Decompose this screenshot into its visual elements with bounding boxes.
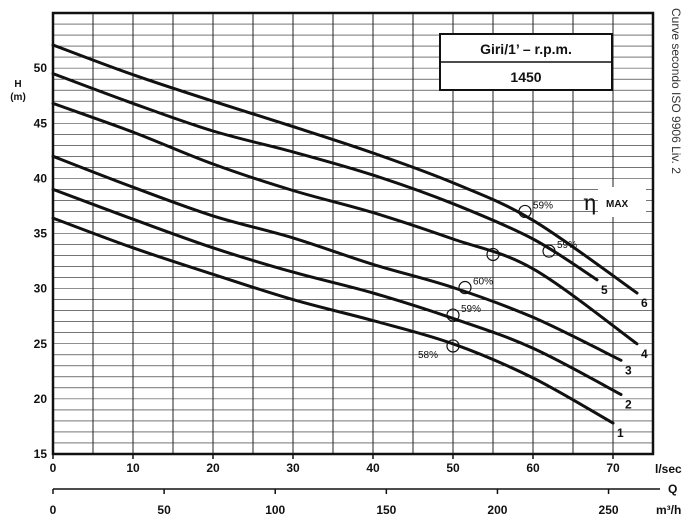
- y-tick-45: 45: [34, 116, 48, 130]
- y-tick-25: 25: [34, 337, 48, 351]
- curve-6: [51, 43, 639, 295]
- pump-curves: 1 2 34 5 6: [51, 43, 648, 440]
- x2-tick-0: 0: [50, 503, 57, 517]
- x-tick-labels-lsec: 0 10 20 30 40 50 60 70: [50, 454, 620, 475]
- x-unit-m3h: m³/h: [656, 503, 681, 517]
- efficiency-circle-1: [446, 308, 460, 322]
- x2-tick-250: 250: [599, 503, 619, 517]
- x-tick-labels-m3h: 0 50 100 150 200 250: [50, 489, 619, 517]
- curve-1: [51, 216, 615, 425]
- efficiency-circle-0: [446, 339, 460, 353]
- eta-symbol: η: [583, 191, 596, 216]
- y-axis-letter: H: [14, 79, 21, 90]
- plot-frame: [51, 11, 655, 456]
- x-tick-50: 50: [446, 461, 460, 475]
- x-unit-lsec: l/sec: [655, 462, 682, 476]
- efficiency-circle-2: [458, 280, 472, 295]
- eta-max-label: η MAX: [583, 187, 646, 217]
- efficiency-label-2: 60%: [473, 277, 493, 288]
- y-tick-35: 35: [34, 227, 48, 241]
- q-axis-letter: Q: [668, 482, 677, 496]
- x-tick-40: 40: [366, 461, 380, 475]
- curve-3: [51, 154, 623, 362]
- x-tick-0: 0: [50, 461, 57, 475]
- curve-label-3: 3: [625, 363, 632, 377]
- curve-label-2: 2: [625, 397, 632, 411]
- efficiency-markers: 58% 59% 60% 59% 59%: [418, 200, 577, 361]
- efficiency-label-1: 59%: [461, 304, 481, 315]
- curve-label-4: 4: [641, 347, 648, 361]
- x-tick-30: 30: [286, 461, 300, 475]
- y-tick-15: 15: [34, 447, 48, 461]
- rpm-box-value: 1450: [510, 69, 541, 85]
- curve-label-1: 1: [617, 426, 624, 440]
- curve-label-6: 6: [641, 296, 648, 310]
- x-tick-70: 70: [606, 461, 620, 475]
- eta-max-text: MAX: [606, 199, 629, 210]
- y-tick-labels: 15 20 25 30 35 40 45 50: [34, 61, 48, 461]
- efficiency-label-0: 58%: [418, 350, 438, 361]
- x-tick-10: 10: [126, 461, 140, 475]
- y-tick-30: 30: [34, 282, 48, 296]
- x-tick-60: 60: [526, 461, 540, 475]
- x2-tick-100: 100: [265, 503, 285, 517]
- efficiency-circle-3: [486, 247, 500, 262]
- curve-label-5: 5: [601, 283, 608, 297]
- x-tick-20: 20: [206, 461, 220, 475]
- efficiency-label-5: 59%: [557, 240, 577, 251]
- curve-4: [51, 101, 639, 346]
- side-note: Curve secondo ISO 9906 Liv. 2: [669, 8, 683, 174]
- rpm-box-title: Giri/1’ – r.p.m.: [480, 41, 572, 57]
- rpm-box: Giri/1’ – r.p.m. 1450: [439, 33, 613, 91]
- efficiency-label-4: 59%: [533, 200, 553, 211]
- curve-2: [51, 187, 623, 396]
- y-tick-50: 50: [34, 61, 48, 75]
- x2-tick-200: 200: [487, 503, 507, 517]
- x2-tick-150: 150: [376, 503, 396, 517]
- y-tick-40: 40: [34, 171, 48, 185]
- y-axis-unit: (m): [10, 92, 26, 103]
- efficiency-circle-5: [542, 244, 556, 258]
- curve-5: [51, 72, 599, 282]
- efficiency-circle-4: [518, 204, 532, 219]
- x2-tick-50: 50: [157, 503, 171, 517]
- y-tick-20: 20: [34, 392, 48, 406]
